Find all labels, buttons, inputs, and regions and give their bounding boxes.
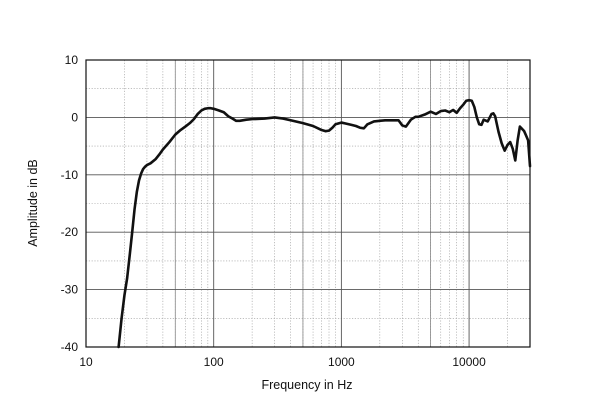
plot-frame [85, 59, 531, 348]
y-tick-label: -40 [61, 340, 79, 354]
y-tick-label: -30 [61, 283, 79, 297]
response-curve [117, 98, 532, 349]
x-tick-label: 1000 [328, 355, 355, 369]
y-tick-label: -10 [61, 168, 79, 182]
y-axis-label: Amplitude in dB [26, 159, 40, 247]
series-layer [117, 98, 532, 349]
y-tick-label: 10 [65, 53, 79, 67]
x-tick-label: 100 [204, 355, 224, 369]
x-tick-label: 10 [79, 355, 93, 369]
x-tick-label: 10000 [452, 355, 486, 369]
y-tick-label: -20 [61, 225, 79, 239]
x-axis-label: Frequency in Hz [261, 378, 352, 392]
y-tick-labels: 10 0 -10 -20 -30 -40 [61, 53, 79, 354]
y-tick-label: 0 [71, 110, 78, 124]
x-tick-labels: 10 100 1000 10000 [79, 355, 486, 369]
minor-gridlines [86, 60, 531, 347]
